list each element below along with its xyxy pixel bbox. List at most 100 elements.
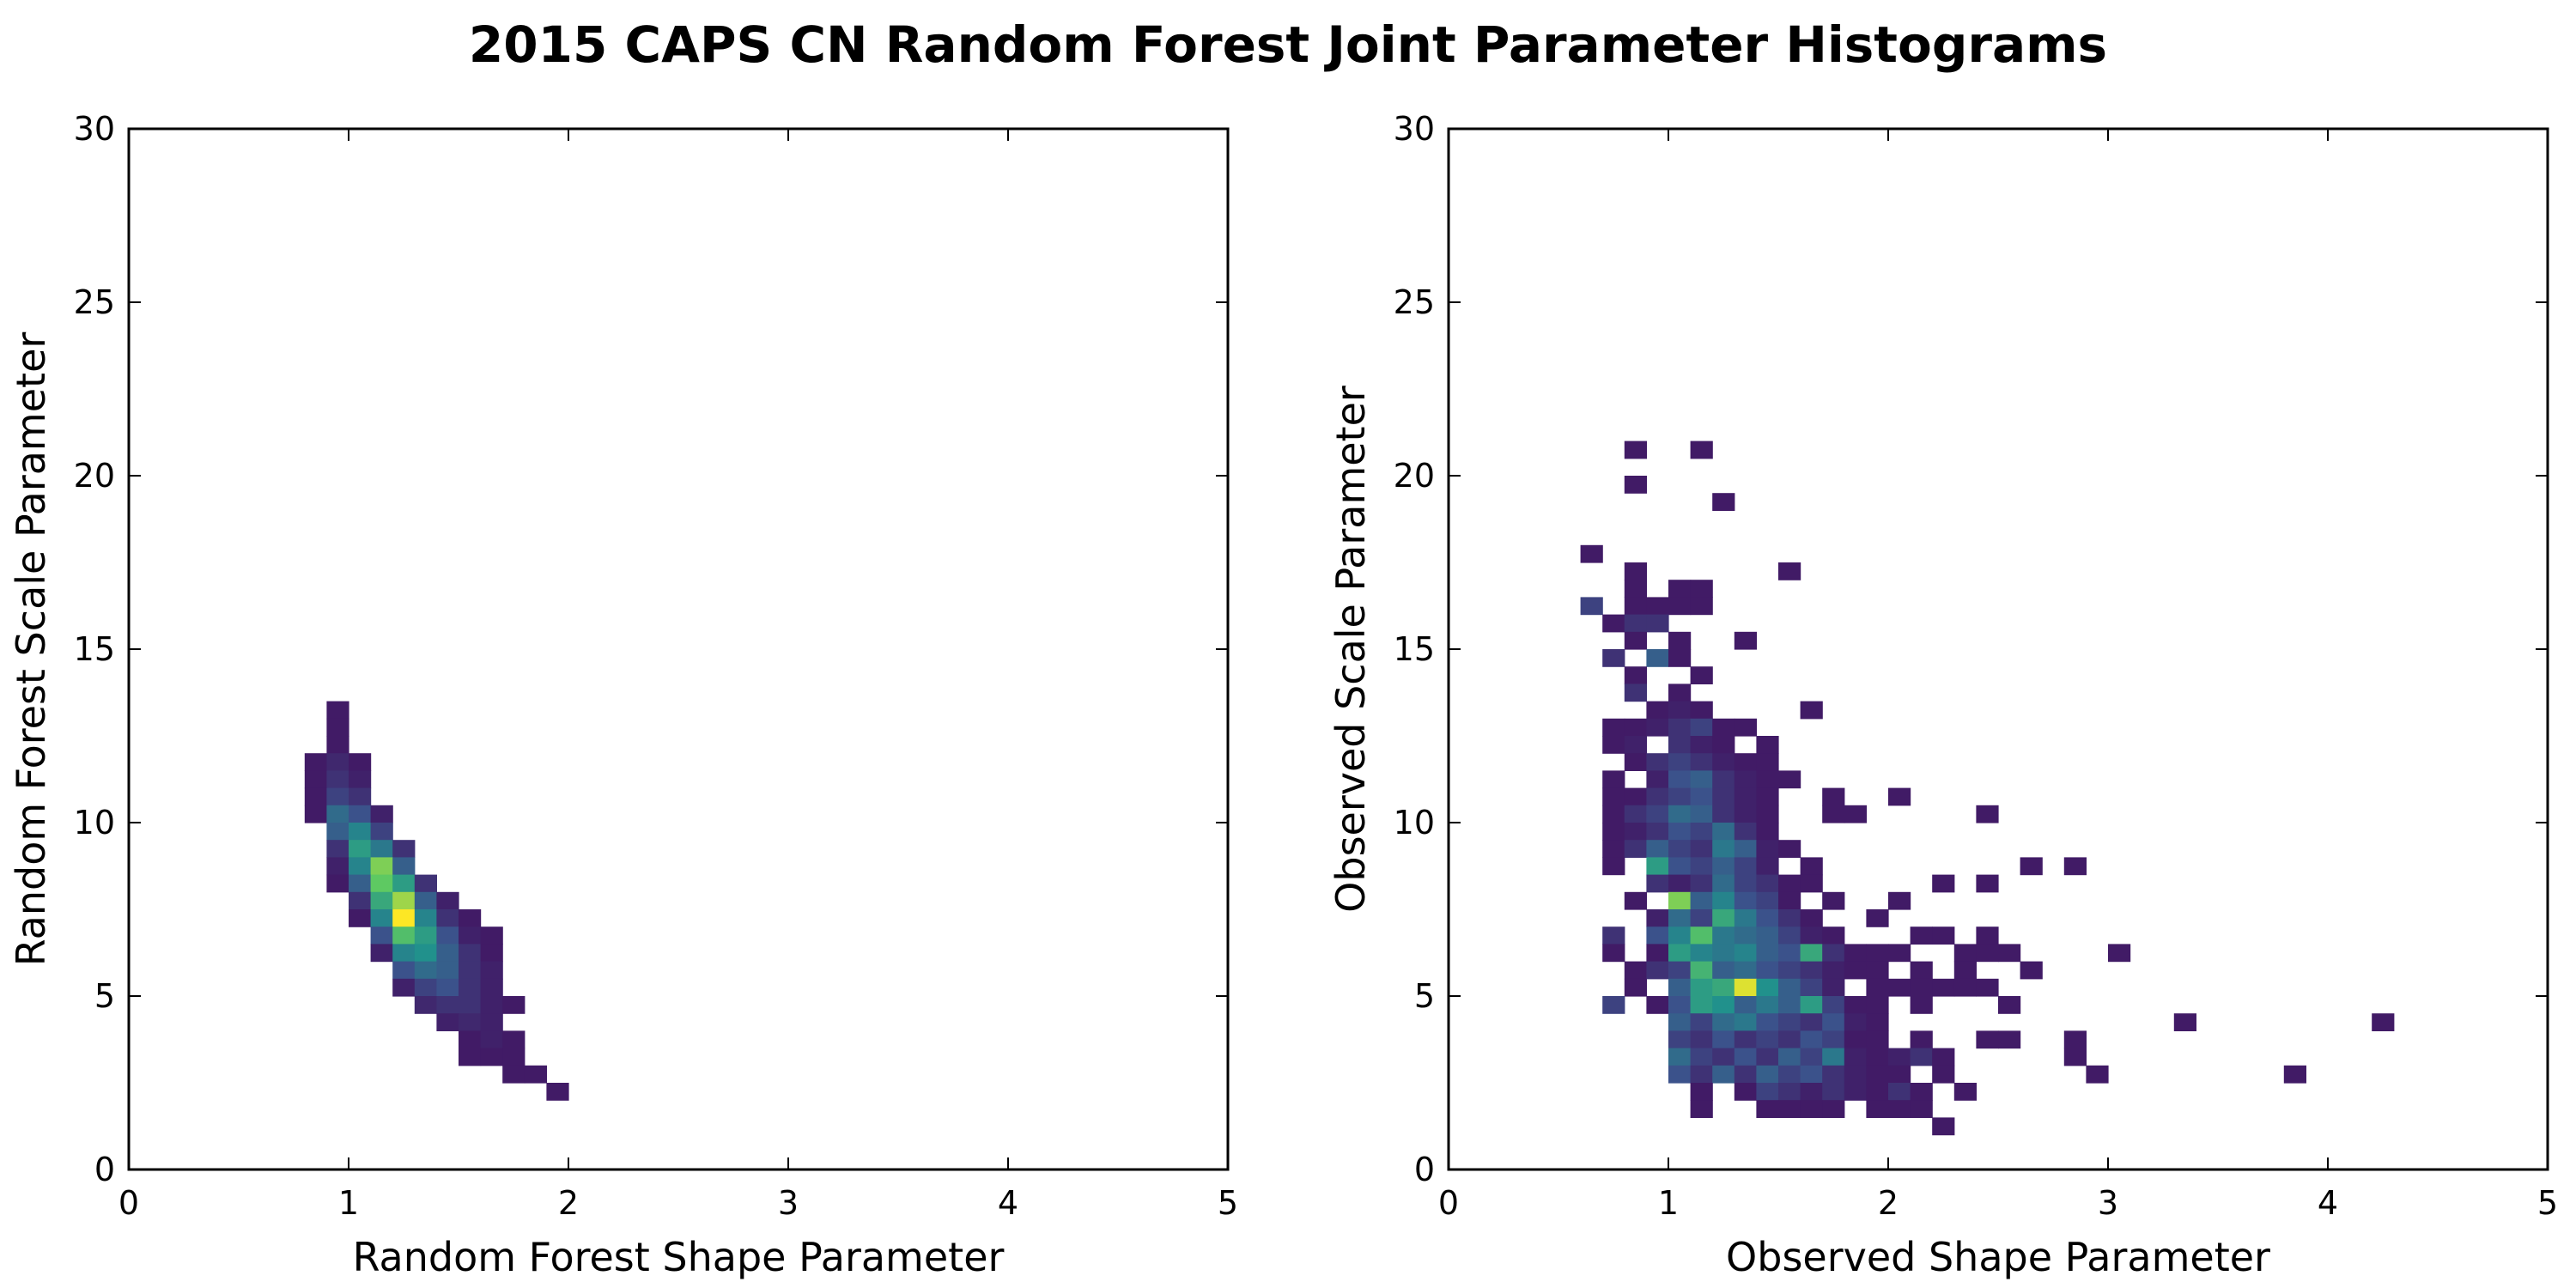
heatmap-cell <box>1822 805 1845 823</box>
heatmap-cell <box>1778 891 1801 910</box>
heatmap-cell <box>1712 909 1735 927</box>
heatmap-cell <box>1756 978 1779 997</box>
heatmap-cell <box>2063 1048 2087 1066</box>
heatmap-cell <box>1690 874 1713 893</box>
heatmap-cell <box>1756 996 1779 1014</box>
y-tick-label: 30 <box>74 110 115 148</box>
heatmap-cell <box>1668 787 1692 806</box>
heatmap-cell <box>459 1030 482 1049</box>
heatmap-cell <box>1822 787 1845 806</box>
y-tick-label: 30 <box>1394 110 1435 148</box>
heatmap-cell <box>1822 1013 1845 1031</box>
heatmap-cell <box>349 874 372 893</box>
heatmap-cell <box>1866 1083 1889 1101</box>
heatmap-cell <box>1624 787 1647 806</box>
heatmap-cell <box>1866 1065 1889 1084</box>
heatmap-cell <box>459 944 482 963</box>
heatmap-cell <box>1800 874 1823 893</box>
heatmap-cell <box>1734 996 1757 1014</box>
heatmap-cell <box>1888 1048 1911 1066</box>
heatmap-cell <box>1712 823 1735 841</box>
heatmap-cell <box>1668 718 1692 737</box>
heatmap-cell <box>1734 874 1757 893</box>
heatmap-cell <box>1734 1048 1757 1066</box>
heatmap-cell <box>1756 1048 1779 1066</box>
heatmap-cell <box>1800 1048 1823 1066</box>
heatmap-cell <box>1624 891 1647 910</box>
heatmap-cell <box>1734 857 1757 876</box>
heatmap-cell <box>1734 909 1757 927</box>
heatmap-cell <box>1646 753 1669 771</box>
y-tick-label: 5 <box>94 977 115 1015</box>
heatmap-cell <box>1668 1013 1692 1031</box>
heatmap-cell <box>1844 961 1867 980</box>
heatmap-cell <box>1668 1065 1692 1084</box>
heatmap-cell <box>370 857 393 876</box>
heatmap-cell <box>1976 978 1999 997</box>
heatmap-cell <box>1712 978 1735 997</box>
heatmap-cells <box>1580 440 2395 1136</box>
heatmap-cell <box>1778 961 1801 980</box>
heatmap-cell <box>1756 891 1779 910</box>
heatmap-cell <box>1712 493 1735 511</box>
y-tick-label: 0 <box>1414 1151 1435 1188</box>
heatmap-cell <box>480 1013 503 1031</box>
heatmap-cell <box>480 1030 503 1049</box>
heatmap-cell <box>459 961 482 980</box>
heatmap-cell <box>1976 805 1999 823</box>
heatmap-cell <box>1932 874 1955 893</box>
y-axis-label: Random Forest Scale Parameter <box>8 332 54 967</box>
heatmap-cell <box>1756 787 1779 806</box>
heatmap-cell <box>392 944 416 963</box>
heatmap-cell <box>1602 996 1625 1014</box>
heatmap-cell <box>459 1013 482 1031</box>
heatmap-cell <box>1822 891 1845 910</box>
heatmap-cell <box>1756 1030 1779 1049</box>
heatmap-cell <box>1800 909 1823 927</box>
heatmap-cell <box>1734 1065 1757 1084</box>
heatmap-cell <box>414 944 437 963</box>
heatmap-cell <box>1646 857 1669 876</box>
heatmap-cell <box>1624 631 1647 650</box>
heatmap-cell <box>480 961 503 980</box>
heatmap-cell <box>480 1048 503 1066</box>
heatmap-cell <box>1646 770 1669 789</box>
heatmap-cell <box>1712 753 1735 771</box>
heatmap-cell <box>1734 718 1757 737</box>
heatmap-cell <box>1690 961 1713 980</box>
heatmap-cell <box>1800 857 1823 876</box>
heatmap-cell <box>1624 978 1647 997</box>
heatmap-cell <box>1734 753 1757 771</box>
heatmap-cell <box>1668 597 1692 616</box>
heatmap-cell <box>459 996 482 1014</box>
heatmap-cell <box>414 874 437 893</box>
heatmap-cell <box>1668 753 1692 771</box>
heatmap-cell <box>1712 1065 1735 1084</box>
heatmap-cell <box>1822 1030 1845 1049</box>
heatmap-cell <box>2283 1065 2306 1084</box>
heatmap-cell <box>1998 944 2021 963</box>
x-tick-label: 5 <box>2537 1184 2558 1222</box>
x-tick-label: 0 <box>118 1184 139 1222</box>
y-tick-label: 25 <box>1394 283 1435 321</box>
heatmap-cell <box>1734 978 1757 997</box>
heatmap-cell <box>349 805 372 823</box>
heatmap-cell <box>1668 978 1692 997</box>
heatmap-cell <box>1624 614 1647 633</box>
heatmap-cell <box>2063 857 2087 876</box>
heatmap-cell <box>1646 840 1669 858</box>
heatmap-cell <box>1712 857 1735 876</box>
y-tick-label: 5 <box>1414 977 1435 1015</box>
heatmap-cell <box>1756 805 1779 823</box>
heatmap-cell <box>1778 996 1801 1014</box>
heatmap-cell <box>392 961 416 980</box>
heatmap-cell <box>1668 823 1692 841</box>
heatmap-cell <box>1712 996 1735 1014</box>
y-axis-label: Observed Scale Parameter <box>1327 386 1374 913</box>
heatmap-cell <box>1712 891 1735 910</box>
heatmap-cell <box>370 891 393 910</box>
heatmap-cell <box>1690 1013 1713 1031</box>
heatmap-cell <box>1800 996 1823 1014</box>
heatmap-cell <box>1844 1013 1867 1031</box>
